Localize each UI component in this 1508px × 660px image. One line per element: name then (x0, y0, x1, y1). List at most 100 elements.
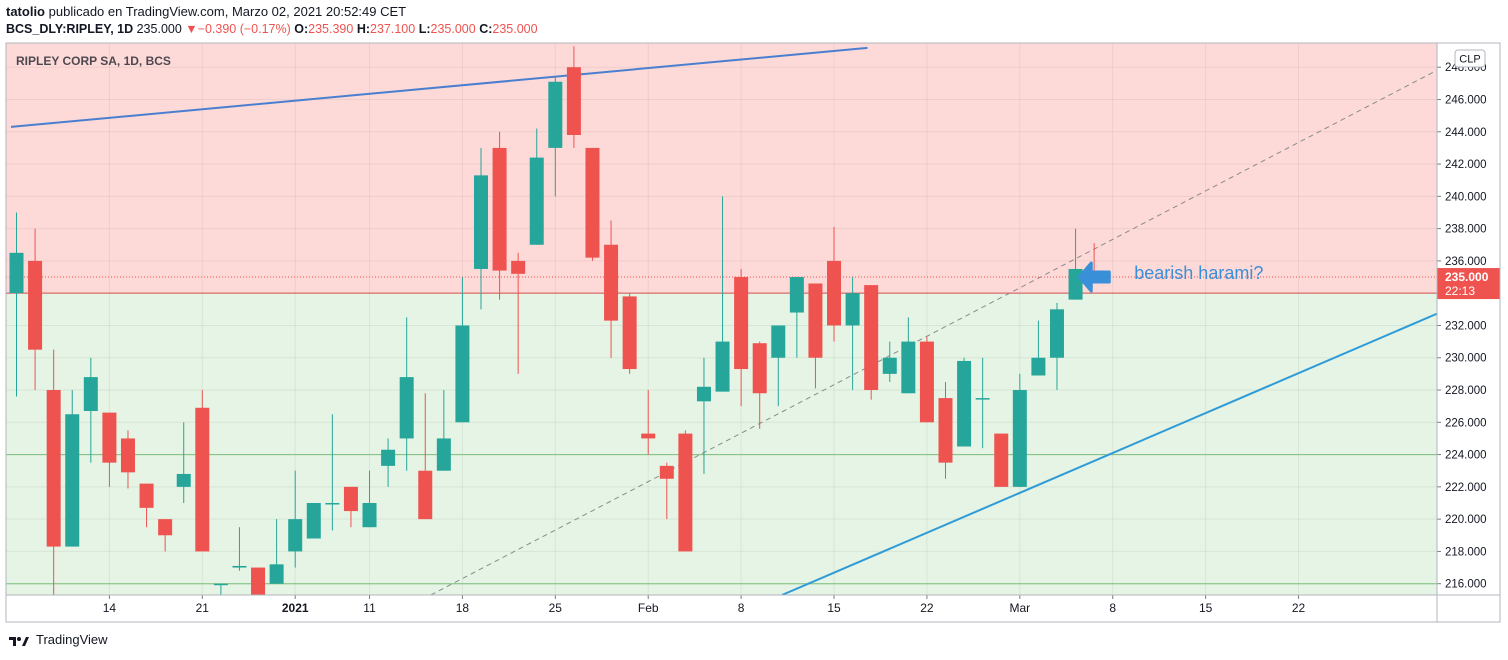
candle-body (306, 503, 321, 539)
candle-down (46, 349, 61, 595)
candle-up (232, 527, 247, 571)
footer-brand[interactable]: TradingView (8, 632, 108, 647)
price-tick-label: 240.000 (1445, 191, 1487, 203)
candle-down (566, 46, 581, 148)
tradingview-logo-icon (9, 636, 29, 646)
left-arrow-icon (1077, 261, 1111, 293)
candle-down (28, 228, 43, 391)
candle-up (1031, 320, 1046, 376)
open-value: 235.390 (308, 22, 354, 36)
candle-body (251, 567, 266, 595)
candle-up (362, 470, 377, 528)
currency-button[interactable] (1454, 49, 1486, 68)
candle-body (1049, 309, 1064, 358)
candle-body (102, 412, 117, 463)
candle-down (120, 430, 135, 489)
candle-up (436, 390, 451, 471)
candle-down (102, 412, 117, 487)
candle-body (734, 277, 749, 370)
outer-frame (5, 42, 1501, 623)
candle-body (1031, 357, 1046, 376)
time-tick-label: 14 (103, 601, 117, 615)
close-label: C: (479, 22, 493, 36)
candle-body (938, 398, 953, 463)
candle-up (696, 357, 711, 474)
candle-up (399, 317, 414, 471)
candle-body (46, 390, 61, 547)
time-tick-label: 8 (1109, 601, 1116, 615)
publish-info: tatolio publicado en TradingView.com, Ma… (6, 4, 406, 19)
candle-body (176, 473, 191, 487)
candle-down (251, 567, 266, 595)
candle-up (9, 212, 24, 397)
low-value: 235.000 (430, 22, 476, 36)
candle-body (696, 386, 711, 402)
trendlines[interactable] (10, 46, 1444, 595)
candle-body (622, 296, 637, 370)
symbol-name: BCS_DLY:RIPLEY, 1D (6, 22, 134, 36)
price-tick-label: 220.000 (1445, 514, 1487, 526)
time-axis[interactable]: 14 21 2021 11 18 25 Feb 8 15 22 Mar 8 15 22 (103, 595, 1306, 615)
candle-body (399, 377, 414, 439)
price-tick-label: 232.000 (1445, 320, 1487, 332)
time-tick-label: Mar (1009, 601, 1030, 615)
annotation-layer: bearish harami? RIPLEY CORP SA, 1D, BCS (16, 54, 1263, 293)
price-tick-label: 226.000 (1445, 417, 1487, 429)
candle-body (139, 483, 154, 508)
candle-body (789, 277, 804, 313)
time-tick-label: 15 (1199, 601, 1213, 615)
time-tick-label: 2021 (282, 601, 309, 615)
price-tick-label: 222.000 (1445, 482, 1487, 494)
horizontal-levels (6, 276, 1437, 585)
chart-frame (5, 42, 1501, 623)
candle-down (418, 393, 433, 520)
candle-body (362, 503, 377, 528)
candle-up (306, 503, 321, 539)
candle-body (120, 438, 135, 473)
candle-up (213, 583, 228, 595)
candle-up (455, 277, 470, 423)
price-tick-label: 216.000 (1445, 579, 1487, 591)
candle-down (343, 486, 358, 528)
time-tick-label: 22 (1292, 601, 1306, 615)
candle-body (511, 260, 526, 274)
time-tick-label: 21 (196, 601, 210, 615)
symbol-legend: BCS_DLY:RIPLEY, 1D 235.000 ▼−0.390 (−0.1… (6, 22, 538, 36)
candle-down (808, 283, 823, 389)
low-label: L: (418, 22, 431, 36)
price-axis[interactable]: 216.000 218.000 220.000 222.000 224.000 226.0… (1437, 43, 1500, 595)
candle-up (901, 317, 916, 394)
candle-up (269, 519, 284, 584)
candle-down (585, 147, 600, 261)
price-tick-label: 230.000 (1445, 353, 1487, 365)
price-tick-label: 246.000 (1445, 94, 1487, 106)
price-axis-bg (1437, 43, 1500, 595)
candle-down (641, 390, 656, 455)
publisher-name: tatolio (6, 4, 45, 19)
price-tick-label: 228.000 (1445, 385, 1487, 397)
annotation-text: bearish harami? (1134, 263, 1263, 283)
candle-down (604, 220, 619, 358)
close-value: 235.000 (492, 22, 538, 36)
candle-body (882, 357, 897, 374)
candle-body (436, 438, 451, 471)
candle-down (864, 285, 879, 400)
candle-body (343, 486, 358, 512)
candle-down (511, 252, 526, 374)
candle-body (659, 465, 674, 479)
trendline-upper[interactable] (10, 46, 868, 128)
trendline-dashed-channel[interactable] (430, 69, 1440, 595)
candle-down (678, 430, 693, 552)
candle-down (938, 381, 953, 479)
candle-body (325, 503, 340, 505)
candle-body (975, 398, 990, 400)
time-tick-label: 25 (549, 601, 563, 615)
publish-text: publicado en TradingView.com, Marzo 02, … (48, 4, 407, 19)
chart-title: RIPLEY CORP SA, 1D, BCS (16, 54, 171, 68)
price-tick-label: 224.000 (1445, 450, 1487, 462)
candle-body (418, 470, 433, 520)
trendline-lower[interactable] (781, 311, 1443, 595)
candle-body (641, 433, 656, 439)
candle-down (734, 268, 749, 407)
